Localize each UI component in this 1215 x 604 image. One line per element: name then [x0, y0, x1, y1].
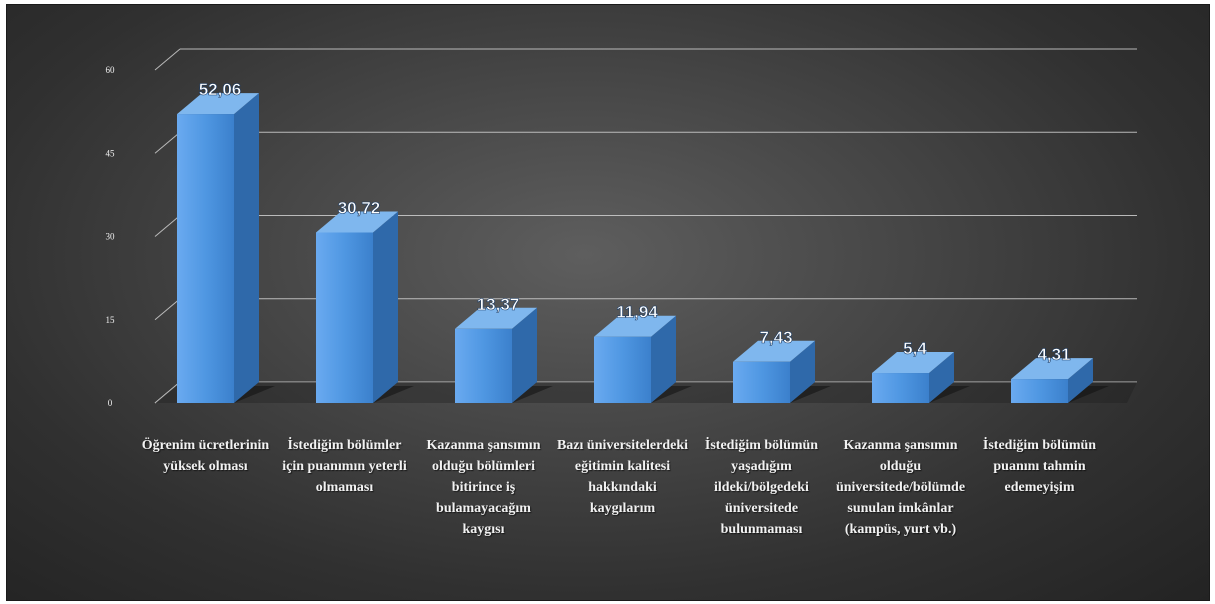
gridline-diagonal — [154, 381, 181, 404]
bar-side — [373, 211, 398, 403]
gridline-diagonal — [154, 298, 181, 321]
bar-top — [594, 315, 676, 337]
bar — [872, 352, 970, 403]
bar-side — [929, 352, 954, 403]
bar — [177, 93, 275, 403]
bar-top — [177, 93, 259, 115]
bar-front — [872, 373, 929, 403]
bar — [1011, 358, 1109, 403]
bar-side — [234, 93, 259, 403]
bar-top — [455, 307, 537, 329]
bar — [455, 307, 553, 403]
bar-front — [177, 114, 234, 403]
data-label: 13,37 — [477, 295, 520, 314]
bar-top — [733, 340, 815, 362]
x-tick-label: Kazanma şansımın olduğu üniversitede/böl… — [835, 438, 966, 537]
bar — [733, 340, 831, 403]
data-label: 11,94 — [616, 303, 658, 322]
bar-front — [594, 336, 651, 403]
bar-top — [872, 352, 954, 374]
bar-front — [733, 361, 790, 403]
bar-top — [316, 211, 398, 233]
x-tick-label: Öğrenim ücretlerinin yüksek olması — [141, 438, 270, 474]
bar-side — [1068, 358, 1093, 403]
bar-top — [1011, 358, 1093, 380]
bar-side — [512, 307, 537, 403]
data-label: 4,31 — [1037, 345, 1070, 364]
y-tick-label: 45 — [106, 148, 116, 158]
gridline-diagonal — [154, 131, 181, 154]
y-tick-label: 0 — [108, 398, 113, 408]
x-tick-label: İstediğim bölümün yaşadığım ildeki/bölge… — [704, 438, 819, 537]
bar — [594, 315, 692, 403]
y-tick-label: 15 — [106, 315, 116, 325]
bar — [316, 211, 414, 403]
bar-side — [790, 340, 815, 403]
x-tick-label: İstediğim bölümün puanını tahmin edemeyi… — [982, 438, 1097, 495]
bar-front — [455, 328, 512, 403]
data-label: 30,72 — [338, 199, 381, 218]
x-tick-label: Bazı üniversitelerdeki eğitimin kalitesi… — [556, 438, 689, 516]
gridline-diagonal — [154, 215, 181, 237]
bar-front — [1011, 379, 1068, 403]
data-label: 7,43 — [759, 328, 792, 347]
bar-front — [316, 232, 373, 403]
x-tick-label: İstediğim bölümler için puanımın yeterli… — [282, 438, 407, 495]
data-label: 5,4 — [903, 339, 927, 358]
gridline-diagonal — [154, 48, 181, 71]
x-tick-label: Kazanma şansımın olduğu bölümleri bitiri… — [426, 438, 541, 537]
bar-side — [651, 315, 676, 403]
chart-frame: 0 15 30 45 60 52,06 30,72 13,37 11,94 7,43 5,4 4,3… — [6, 4, 1210, 601]
y-tick-label: 30 — [106, 232, 116, 242]
data-label: 52,06 — [199, 80, 242, 99]
bar-chart: 0 15 30 45 60 52,06 30,72 13,37 11,94 7,43 5,4 4,3… — [106, 48, 1137, 408]
y-tick-label: 60 — [106, 65, 116, 75]
